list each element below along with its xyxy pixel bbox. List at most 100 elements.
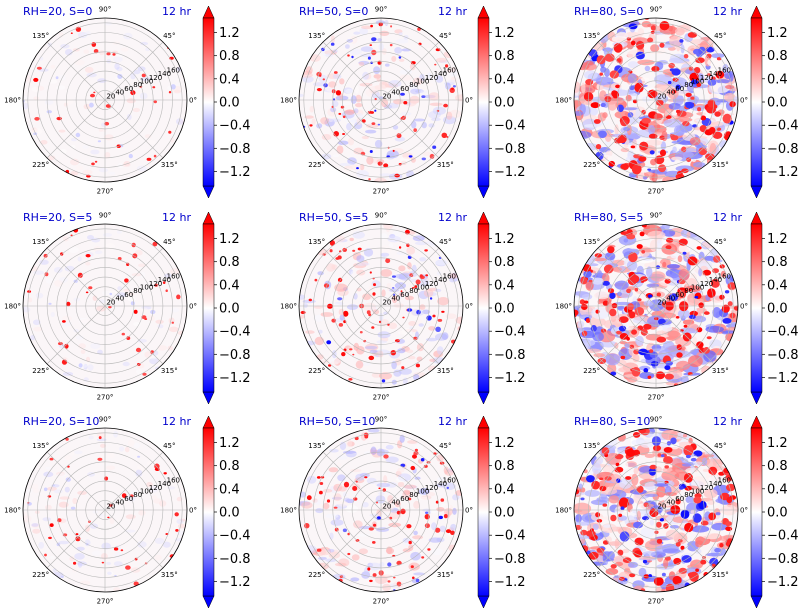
angular-tick-label: 135°: [583, 442, 600, 450]
field-blob: [654, 483, 669, 487]
colorbar-tick-label: 0.4: [219, 482, 240, 497]
field-blob: [636, 510, 641, 521]
field-blob: [97, 349, 103, 355]
field-blob: [125, 529, 136, 533]
field-cell: [376, 501, 378, 504]
field-blob: [397, 467, 405, 473]
field-blob: [399, 434, 405, 443]
field-cell: [596, 519, 603, 523]
panel-time-label: 12 hr: [713, 5, 742, 18]
field-blob: [657, 93, 666, 101]
angular-tick-label: 135°: [308, 238, 325, 246]
radial-tick-label: 140: [434, 276, 447, 284]
field-cell: [319, 490, 323, 495]
field-cell: [427, 548, 431, 551]
field-cell: [392, 275, 396, 278]
angular-grid-line: [322, 41, 382, 101]
field-cell: [97, 140, 101, 143]
field-blob: [76, 546, 85, 551]
colorbar-tick-label: −0.4: [767, 325, 799, 340]
field-blob: [320, 312, 334, 317]
field-blob: [299, 93, 304, 98]
panel-title: RH=80, S=0: [574, 5, 643, 18]
field-blob: [686, 502, 700, 514]
field-blob: [329, 532, 334, 540]
radial-tick-label: 40: [666, 499, 675, 507]
radial-tick-label: 140: [158, 70, 171, 78]
colorbar: −1.2 −0.8 −0.4 0.0 0.4 0.8 1.2: [202, 415, 251, 609]
field-cell: [75, 533, 79, 536]
angular-tick-label: 0°: [740, 507, 748, 515]
field-blob: [33, 270, 45, 275]
angular-tick-label: 45°: [714, 32, 726, 40]
field-cell: [628, 70, 633, 74]
field-blob: [585, 280, 594, 291]
field-layer: [574, 428, 738, 592]
radial-tick-label: 100: [140, 78, 153, 86]
angular-grid-line: [104, 451, 164, 511]
colorbar-tick-label: −1.2: [219, 371, 251, 386]
field-cell: [682, 251, 687, 255]
field-blob: [365, 129, 377, 134]
polar-frame: [573, 17, 739, 183]
field-cell: [352, 249, 356, 252]
field-blob: [381, 48, 387, 55]
field-blob: [102, 290, 112, 296]
field-cell: [664, 278, 671, 284]
field-cell: [438, 515, 443, 520]
field-cell: [609, 292, 616, 300]
field-blob: [50, 64, 56, 69]
field-blob: [595, 456, 604, 465]
field-blob: [581, 293, 593, 300]
field-cell: [108, 503, 113, 507]
colorbar-tick-label: −1.2: [767, 165, 799, 180]
field-blob: [358, 548, 368, 555]
field-blob: [374, 84, 387, 90]
colorbar-tick-label: 0.4: [494, 72, 515, 87]
field-blob: [421, 121, 427, 129]
colorbar-tick-label: −0.4: [767, 529, 799, 544]
field-blob: [32, 528, 41, 534]
radial-tick-label: 20: [657, 502, 666, 510]
field-cell: [616, 58, 622, 63]
field-blob: [379, 245, 392, 254]
field-cell: [591, 480, 600, 490]
field-blob: [413, 500, 420, 509]
angular-grid-line: [655, 509, 715, 569]
field-cell: [351, 55, 354, 59]
field-blob: [366, 477, 377, 484]
field-blob: [423, 288, 434, 298]
angular-grid-line: [322, 247, 382, 307]
field-cell: [126, 336, 131, 340]
colorbar-extend-low: [477, 595, 490, 609]
field-blob: [392, 93, 399, 97]
field-cell: [387, 562, 392, 567]
angular-tick-label: 90°: [375, 6, 387, 14]
field-cell: [105, 104, 111, 108]
field-blob: [574, 111, 584, 116]
field-cell: [400, 290, 403, 293]
radial-tick-label: 140: [434, 70, 447, 78]
field-blob: [170, 137, 175, 143]
field-blob: [170, 268, 180, 275]
field-cell: [347, 552, 351, 556]
field-blob: [449, 109, 462, 118]
field-blob: [425, 337, 438, 342]
field-cell: [424, 249, 428, 252]
field-blob: [680, 44, 685, 54]
field-cell: [659, 21, 670, 31]
colorbar-tick-label: −0.4: [494, 325, 526, 340]
field-blob: [431, 548, 443, 556]
radial-tick-label: 160: [443, 477, 456, 485]
field-blob: [599, 340, 618, 348]
field-cell: [636, 244, 643, 249]
field-blob: [396, 251, 408, 255]
radial-tick-label: 20: [657, 298, 666, 306]
radial-tick-label: 120: [700, 74, 713, 82]
radial-tick-label: 60: [400, 495, 409, 503]
field-cell: [603, 264, 614, 274]
angular-tick-label: 270°: [373, 598, 390, 606]
field-cell: [56, 116, 62, 121]
field-blob: [87, 235, 94, 240]
